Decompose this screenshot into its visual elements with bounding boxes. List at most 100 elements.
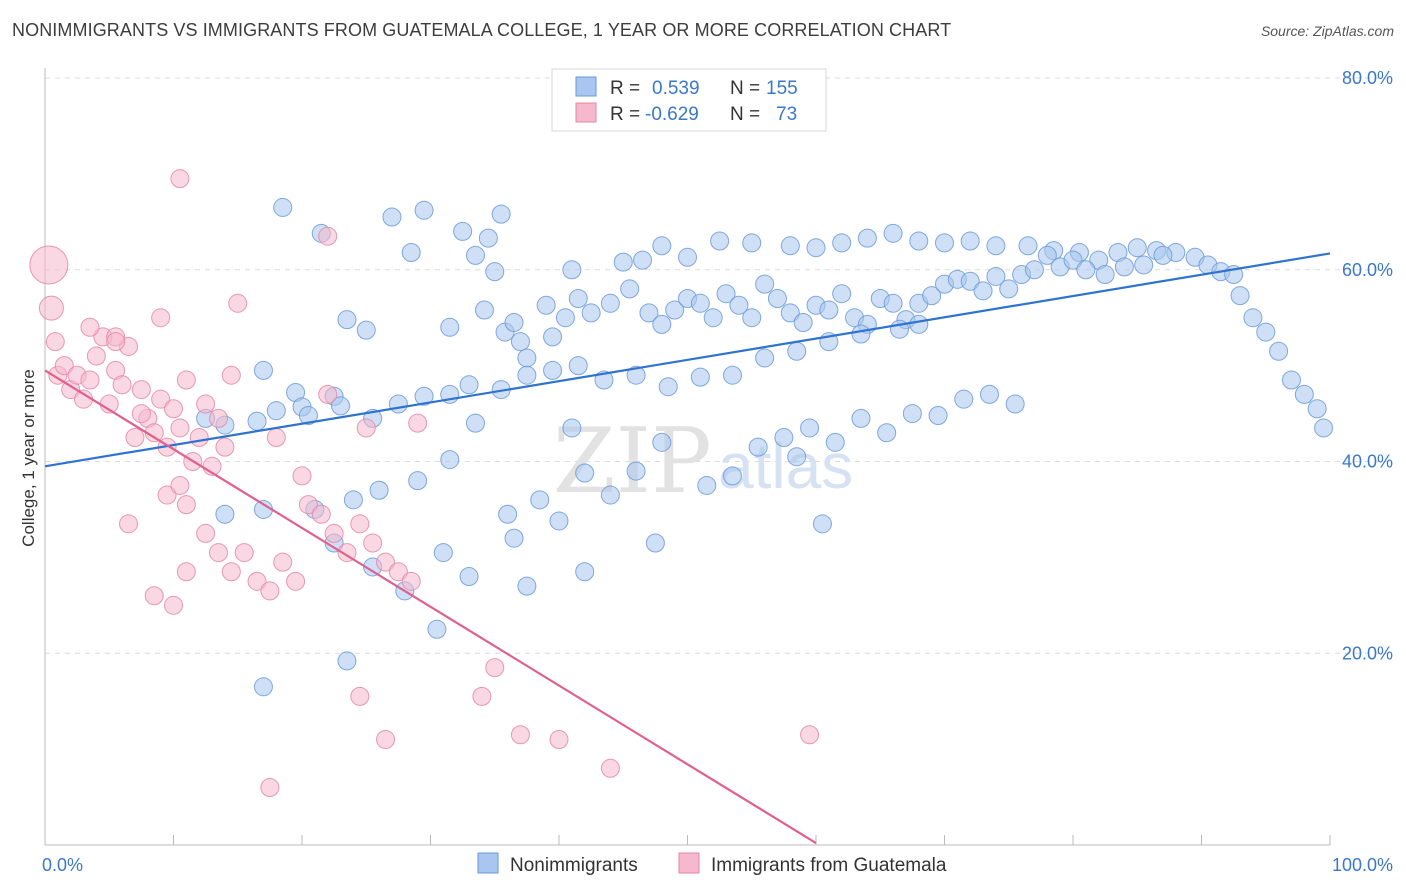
- nonimmigrant-point: [633, 250, 653, 270]
- nonimmigrant-point: [298, 405, 318, 425]
- legend-r-label: R =: [610, 104, 640, 125]
- nonimmigrant-point: [1269, 341, 1289, 361]
- nonimmigrant-point: [465, 245, 485, 265]
- immigrant-point: [131, 380, 151, 400]
- nonimmigrant-point: [343, 490, 363, 510]
- nonimmigrant-point: [337, 310, 357, 330]
- y-tick-label: 20.0%: [1342, 643, 1393, 663]
- nonimmigrant-point: [883, 293, 903, 313]
- y-axis-label: College, 1 year or more: [19, 369, 38, 547]
- nonimmigrant-point: [1127, 238, 1147, 258]
- nonimmigrant-point: [665, 300, 685, 320]
- immigrant-point: [800, 725, 820, 745]
- nonimmigrant-point: [575, 463, 595, 483]
- nonimmigrant-point: [658, 377, 678, 397]
- immigrant-point: [401, 571, 421, 591]
- nonimmigrant-point: [474, 300, 494, 320]
- nonimmigrant-point: [517, 365, 537, 385]
- immigrant-point: [176, 495, 196, 515]
- immigrant-point: [164, 399, 183, 419]
- nonimmigrant-point: [581, 303, 601, 323]
- immigrant-point: [29, 245, 69, 285]
- nonimmigrant-point: [954, 389, 974, 409]
- legend-frame: [551, 68, 827, 132]
- nonimmigrant-point: [639, 303, 659, 323]
- nonimmigrant-point: [742, 308, 762, 328]
- series-legend-swatch-nonimmigrants: [477, 852, 499, 874]
- immigrant-point: [80, 370, 100, 390]
- nonimmigrants-points: [196, 197, 1334, 697]
- nonimmigrant-point: [549, 511, 569, 531]
- nonimmigrant-point: [568, 289, 588, 309]
- nonimmigrant-point: [857, 228, 877, 248]
- nonimmigrant-point: [716, 284, 736, 304]
- legend-n-label: N =: [730, 78, 760, 99]
- chart-title: NONIMMIGRANTS VS IMMIGRANTS FROM GUATEMA…: [12, 20, 952, 40]
- immigrant-point: [472, 686, 492, 706]
- nonimmigrant-point: [562, 260, 582, 280]
- nonimmigrant-point: [825, 432, 845, 452]
- immigrant-point: [363, 533, 383, 553]
- legend-n-label: N =: [730, 104, 760, 125]
- nonimmigrant-point: [440, 450, 460, 470]
- nonimmigrant-point: [793, 312, 813, 332]
- nonimmigrant-point: [1230, 286, 1250, 306]
- legend-r-value: -0.629: [645, 104, 699, 125]
- immigrant-point: [125, 428, 145, 448]
- nonimmigrant-point: [331, 396, 351, 416]
- immigrant-point: [356, 418, 376, 438]
- nonimmigrant-point: [928, 405, 948, 425]
- correlation-legend: R = 0.539 N = 155 R = -0.629 N = 73: [551, 68, 827, 132]
- nonimmigrant-point: [504, 312, 524, 332]
- immigrant-point: [189, 428, 209, 448]
- nonimmigrant-point: [767, 289, 787, 309]
- nonimmigrant-point: [427, 619, 447, 639]
- immigrant-point: [228, 293, 248, 313]
- tick-labels: 20.0% 40.0% 60.0% 80.0% 0.0% 100.0%: [42, 68, 1393, 875]
- legend-n-value: 155: [766, 78, 798, 99]
- nonimmigrant-point: [710, 231, 730, 251]
- nonimmigrant-point: [851, 408, 871, 428]
- nonimmigrant-point: [979, 384, 999, 404]
- nonimmigrant-point: [266, 401, 286, 421]
- immigrant-point: [388, 562, 408, 582]
- immigrant-point: [131, 404, 151, 424]
- nonimmigrant-point: [1281, 370, 1301, 390]
- nonimmigrant-point: [1005, 394, 1025, 414]
- nonimmigrant-point: [536, 295, 556, 315]
- legend-swatch-immigrants: [575, 102, 597, 123]
- immigrant-point: [45, 332, 65, 352]
- nonimmigrant-point: [568, 356, 588, 376]
- nonimmigrant-point: [722, 466, 742, 486]
- nonimmigrant-point: [517, 348, 537, 368]
- immigrant-point: [119, 514, 139, 534]
- nonimmigrant-point: [742, 233, 762, 253]
- immigrant-point: [176, 370, 196, 390]
- y-tick-label: 40.0%: [1342, 452, 1393, 472]
- nonimmigrant-point: [774, 428, 794, 448]
- nonimmigrant-point: [1153, 245, 1173, 265]
- series-legend-swatch-immigrants: [678, 852, 700, 874]
- nonimmigrant-point: [645, 533, 665, 553]
- nonimmigrant-point: [459, 375, 479, 395]
- trend-lines: [44, 252, 1331, 845]
- nonimmigrant-point: [986, 266, 1006, 286]
- nonimmigrant-point: [478, 228, 498, 248]
- immigrant-point: [286, 571, 306, 591]
- nonimmigrant-point: [812, 514, 832, 534]
- nonimmigrant-point: [787, 341, 807, 361]
- nonimmigrant-point: [780, 303, 800, 323]
- nonimmigrant-point: [1037, 245, 1057, 265]
- series-legend-label-nonimmigrants: Nonimmigrants: [510, 855, 638, 876]
- immigrant-point: [318, 384, 338, 404]
- immigrant-point: [260, 581, 280, 601]
- nonimmigrant-point: [1256, 322, 1276, 342]
- immigrant-point: [485, 658, 505, 678]
- nonimmigrant-point: [851, 324, 871, 344]
- nonimmigrant-point: [337, 651, 357, 671]
- immigrant-point: [176, 562, 196, 582]
- nonimmigrant-point: [690, 293, 710, 313]
- nonimmigrant-point: [600, 485, 620, 505]
- nonimmigrant-point: [1294, 384, 1314, 404]
- nonimmigrant-point: [999, 279, 1019, 299]
